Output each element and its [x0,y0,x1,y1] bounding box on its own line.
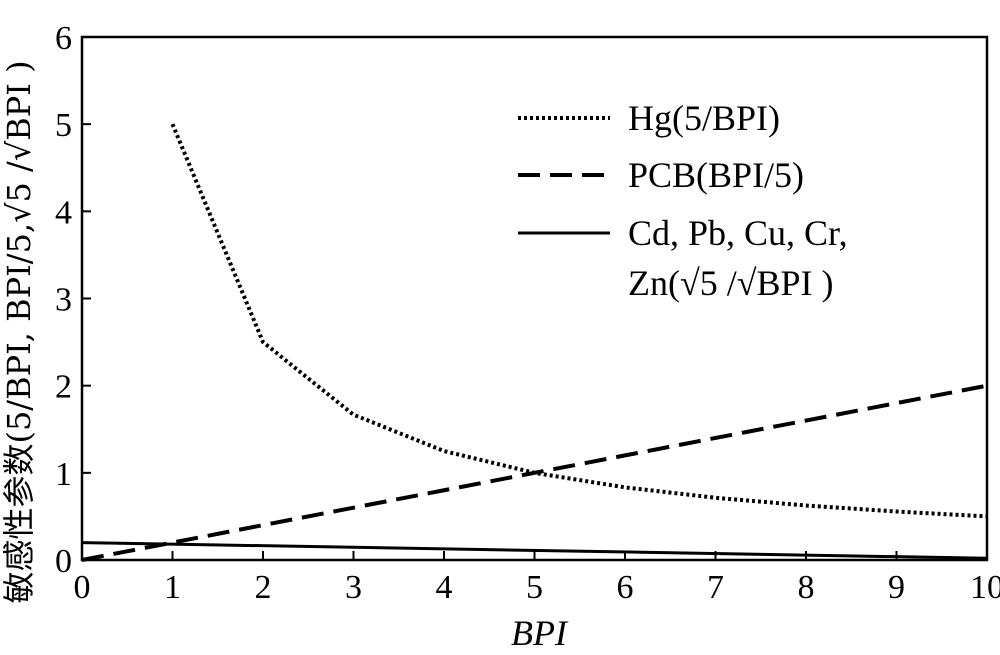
series-lines [81,123,988,562]
series-line-1 [81,383,988,562]
legend-label-metals-line2: Zn(√5 /√BPI ) [628,263,834,303]
y-tick-label: 5 [55,107,72,144]
x-tick-label: 7 [707,569,724,606]
legend-label-pcb: PCB(BPI/5) [628,155,804,195]
x-axis-title: BPI [511,613,569,653]
series-line-2 [81,541,988,560]
plot-frame [80,35,989,562]
legend: Hg(5/BPI) PCB(BPI/5) Cd, Pb, Cu, Cr, Zn(… [518,98,848,303]
series-line-0 [170,123,988,519]
y-tick-label: 3 [55,282,72,319]
axes [80,35,989,562]
x-tick-label: 8 [798,569,815,606]
x-tick-label: 1 [164,569,181,606]
x-tick-label: 3 [345,569,362,606]
y-tick-label: 6 [55,20,72,57]
x-tick-label: 0 [74,569,91,606]
legend-label-metals-line1: Cd, Pb, Cu, Cr, [628,213,848,253]
legend-label-hg: Hg(5/BPI) [628,98,780,138]
y-axis-title: 敏感性参数(5/BPI, BPI/5,√5 /√BPI ) [0,60,38,603]
axis-ticks: 0 1 2 3 4 5 6 7 8 9 10 0 1 2 3 4 5 6 [55,20,1000,606]
y-tick-label: 4 [55,194,72,231]
x-tick-label: 4 [436,569,453,606]
x-tick-label: 6 [617,569,634,606]
x-tick-label: 9 [888,569,905,606]
x-tick-label: 2 [255,569,272,606]
y-tick-label: 1 [55,456,72,493]
y-tick-label: 0 [55,543,72,580]
y-tick-label: 2 [55,369,72,406]
x-tick-label: 5 [526,569,543,606]
x-tick-label: 10 [970,569,1000,606]
